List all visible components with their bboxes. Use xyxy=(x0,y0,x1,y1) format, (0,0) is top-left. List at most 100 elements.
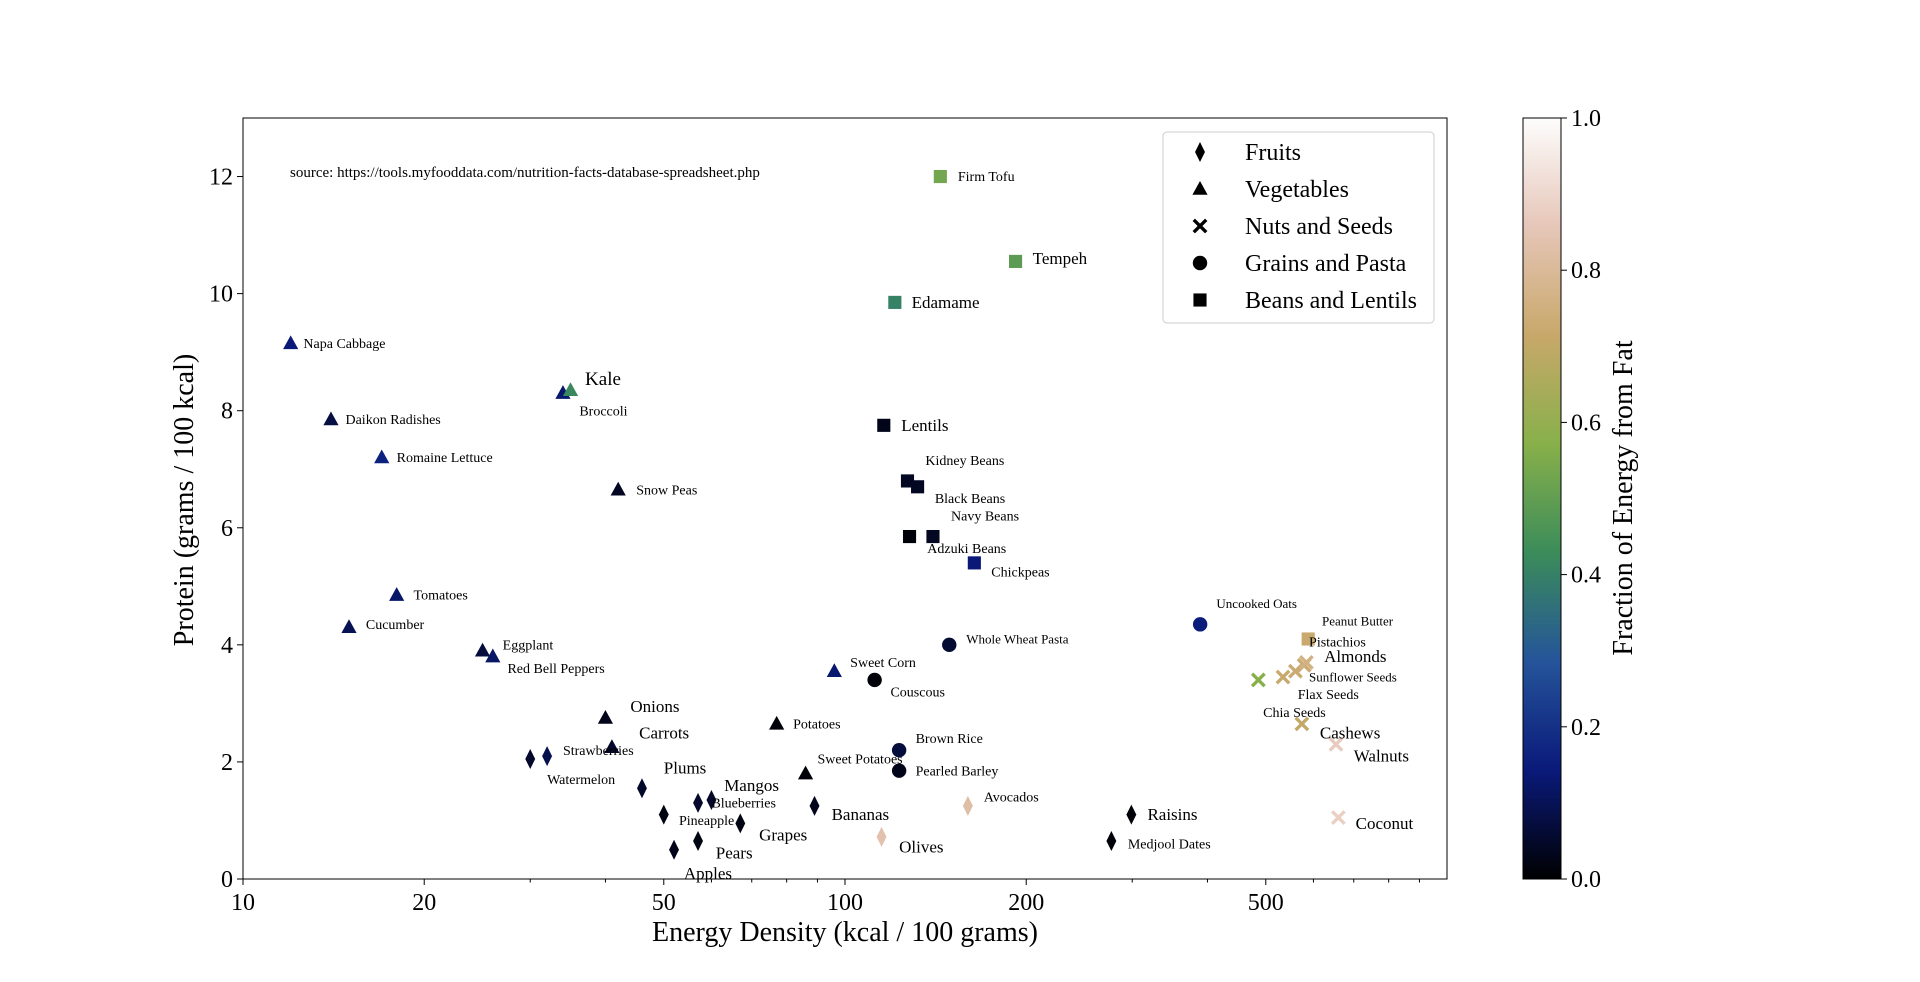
point-label: Romaine Lettuce xyxy=(397,451,493,466)
point-label: Edamame xyxy=(912,293,980,312)
axis-ticks: 10 20 50 100 200 500 0 2 4 6 8 10 12 xyxy=(209,165,1420,916)
point-label: Broccoli xyxy=(579,404,627,419)
x-tick-label: 50 xyxy=(652,890,676,916)
y-tick-label: 4 xyxy=(221,633,233,659)
data-point xyxy=(809,795,820,816)
data-point xyxy=(926,529,940,544)
data-point xyxy=(900,474,915,488)
point-label: Whole Wheat Pasta xyxy=(966,631,1069,646)
point-label: Watermelon xyxy=(547,773,615,788)
data-point xyxy=(826,663,842,677)
point-label: Almonds xyxy=(1324,647,1386,666)
legend: Fruits Vegetables Nuts and Seeds Grains and… xyxy=(1162,131,1435,324)
point-label: Cashews xyxy=(1320,723,1380,742)
point-label: Lentils xyxy=(901,416,948,435)
point-label: Flax Seeds xyxy=(1298,688,1359,703)
colorbar-bar xyxy=(1522,117,1562,880)
point-label: Tomatoes xyxy=(414,589,468,604)
point-label: Napa Cabbage xyxy=(303,337,385,352)
data-point xyxy=(735,813,746,834)
point-label: Black Beans xyxy=(935,492,1005,507)
point-label: Walnuts xyxy=(1354,747,1409,766)
colorbar-tick-label: 0.8 xyxy=(1571,258,1601,284)
y-tick-label: 0 xyxy=(221,867,233,893)
point-label: Eggplant xyxy=(503,638,554,653)
y-tick-label: 12 xyxy=(209,165,233,191)
data-point xyxy=(888,295,902,309)
data-point xyxy=(1328,736,1344,752)
data-point xyxy=(1106,830,1117,851)
data-point xyxy=(706,789,717,810)
point-label: Coconut xyxy=(1356,814,1414,833)
y-axis-label: Protein (grams / 100 kcal) xyxy=(169,354,200,646)
data-point xyxy=(902,529,917,544)
data-point xyxy=(967,556,981,570)
data-points xyxy=(283,169,1346,860)
point-label: Raisins xyxy=(1147,805,1197,824)
data-point xyxy=(769,715,785,730)
legend-marker xyxy=(1192,218,1208,234)
x-axis-label: Energy Density (kcal / 100 grams) xyxy=(652,917,1038,948)
point-label: Kidney Beans xyxy=(925,454,1004,469)
data-point xyxy=(597,710,614,724)
data-point xyxy=(877,418,891,432)
point-label: Daikon Radishes xyxy=(345,413,440,428)
colorbar-tick-label: 0.0 xyxy=(1571,867,1601,893)
colorbar-label: Fraction of Energy from Fat xyxy=(1608,340,1639,655)
data-point xyxy=(693,792,703,813)
data-point xyxy=(693,830,703,851)
point-label: Uncooked Oats xyxy=(1216,596,1297,611)
data-point xyxy=(374,449,390,464)
data-point xyxy=(562,382,579,396)
point-label: Carrots xyxy=(639,723,689,742)
legend-label: Beans and Lentils xyxy=(1245,288,1417,314)
legend-box xyxy=(1162,131,1435,324)
data-point xyxy=(542,746,553,767)
legend-marker xyxy=(1193,293,1207,307)
point-label: Mangos xyxy=(724,776,779,795)
point-label: Grapes xyxy=(759,826,807,845)
data-point xyxy=(1126,804,1137,825)
data-point xyxy=(891,743,907,758)
point-label: Tempeh xyxy=(1033,249,1088,268)
data-point xyxy=(891,763,907,778)
data-point xyxy=(389,587,405,601)
legend-marker xyxy=(1195,142,1205,162)
point-label: Medjool Dates xyxy=(1128,837,1211,852)
colorbar-tick-label: 0.2 xyxy=(1571,715,1601,741)
legend-label: Fruits xyxy=(1245,140,1301,166)
point-label: Adzuki Beans xyxy=(927,542,1006,557)
x-tick-label: 20 xyxy=(412,890,436,916)
data-point xyxy=(658,804,669,825)
point-label: Onions xyxy=(630,697,679,716)
data-point xyxy=(911,480,925,494)
point-label: Firm Tofu xyxy=(958,170,1015,185)
x-tick-label: 10 xyxy=(231,890,255,916)
point-label: Kale xyxy=(585,369,621,390)
data-point xyxy=(485,648,501,663)
data-point xyxy=(341,619,357,634)
y-tick-label: 2 xyxy=(221,750,233,776)
point-label: Peanut Butter xyxy=(1322,614,1394,629)
point-label: Sunflower Seeds xyxy=(1309,669,1397,684)
point-label: Red Bell Peppers xyxy=(507,662,604,677)
data-point xyxy=(604,739,620,754)
data-point xyxy=(669,839,679,860)
point-label: Pineapple xyxy=(679,814,734,829)
point-label: Chickpeas xyxy=(991,565,1049,580)
y-tick-label: 8 xyxy=(221,399,233,425)
data-point xyxy=(876,826,887,847)
colorbar-tick-label: 1.0 xyxy=(1571,106,1601,132)
data-point xyxy=(525,748,536,769)
x-tick-label: 200 xyxy=(1008,890,1044,916)
legend-label: Vegetables xyxy=(1245,177,1349,203)
data-point xyxy=(1275,669,1291,685)
data-point xyxy=(1294,716,1310,732)
data-point xyxy=(637,778,647,799)
point-label: Sweet Potatoes xyxy=(817,753,902,768)
point-label: Snow Peas xyxy=(636,483,697,498)
data-point xyxy=(1330,810,1346,825)
legend-label: Grains and Pasta xyxy=(1245,251,1407,277)
data-point xyxy=(962,795,973,816)
